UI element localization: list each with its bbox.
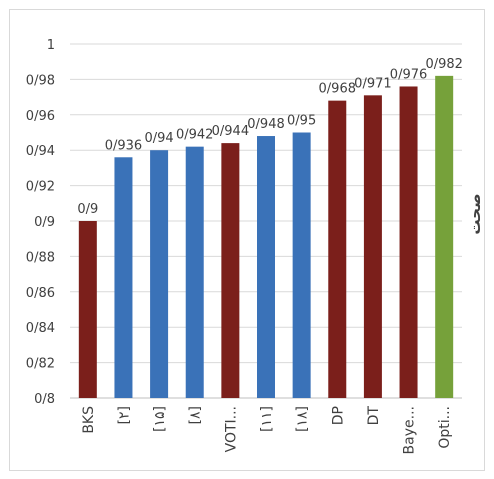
bar bbox=[363, 95, 382, 398]
y-tick-label: 0/82 bbox=[26, 357, 55, 372]
category-label: [۱۵] bbox=[152, 406, 168, 432]
y-tick-label: 0/98 bbox=[26, 73, 55, 88]
bar bbox=[257, 136, 275, 399]
y-tick-label: 0/92 bbox=[26, 180, 55, 195]
bar bbox=[328, 100, 347, 398]
y-tick-label: 1 bbox=[47, 38, 55, 53]
category-label: DT bbox=[366, 406, 382, 426]
category-label: DP bbox=[330, 406, 346, 425]
y-tick-label: 0/86 bbox=[26, 286, 55, 301]
data-label: 0/948 bbox=[247, 117, 284, 132]
y-tick-label: 0/84 bbox=[26, 321, 55, 336]
category-label: [۱۸] bbox=[295, 406, 311, 432]
bar bbox=[435, 75, 454, 399]
y-tick-label: 0/9 bbox=[34, 215, 55, 230]
y-axis-ticks: 0/8 0/82 0/84 0/86 0/88 0/9 0/92 0/94 0/96 0/98 1 bbox=[26, 38, 55, 407]
category-label: BKS bbox=[81, 406, 97, 434]
y-tick-label: 0/88 bbox=[26, 250, 55, 265]
gridlines bbox=[70, 43, 462, 399]
y-tick-label: 0/96 bbox=[26, 109, 55, 124]
bar bbox=[399, 86, 418, 398]
data-label: 0/976 bbox=[390, 67, 427, 82]
category-label: Baye... bbox=[402, 406, 418, 454]
bar bbox=[150, 150, 169, 398]
data-label: 0/9 bbox=[77, 202, 98, 217]
bar bbox=[78, 221, 97, 398]
category-label: Opti... bbox=[437, 406, 453, 449]
x-axis-categories: BKS [۲] [۱۵] [۸] VOTI... [۱۱] [۱۸] DP DT Baye... O… bbox=[81, 406, 453, 455]
bar bbox=[221, 143, 240, 398]
bar bbox=[185, 146, 204, 398]
bars bbox=[78, 75, 454, 399]
category-label: VOTI... bbox=[223, 406, 239, 452]
data-label: 0/936 bbox=[105, 138, 142, 153]
category-label: [۱۱] bbox=[259, 406, 275, 432]
category-label: [۲] bbox=[116, 406, 132, 424]
bar bbox=[292, 132, 311, 398]
data-label: 0/982 bbox=[425, 57, 462, 72]
category-label: [۸] bbox=[188, 406, 204, 424]
data-label: 0/942 bbox=[176, 128, 213, 143]
data-label: 0/95 bbox=[287, 114, 316, 129]
data-label: 0/94 bbox=[144, 131, 173, 146]
bar bbox=[114, 157, 133, 398]
y-axis-title: صحت bbox=[466, 193, 484, 234]
data-label: 0/968 bbox=[319, 82, 356, 97]
data-label: 0/971 bbox=[354, 76, 391, 91]
y-tick-label: 0/8 bbox=[34, 392, 55, 407]
data-label: 0/944 bbox=[212, 124, 249, 139]
y-tick-label: 0/94 bbox=[26, 144, 55, 159]
